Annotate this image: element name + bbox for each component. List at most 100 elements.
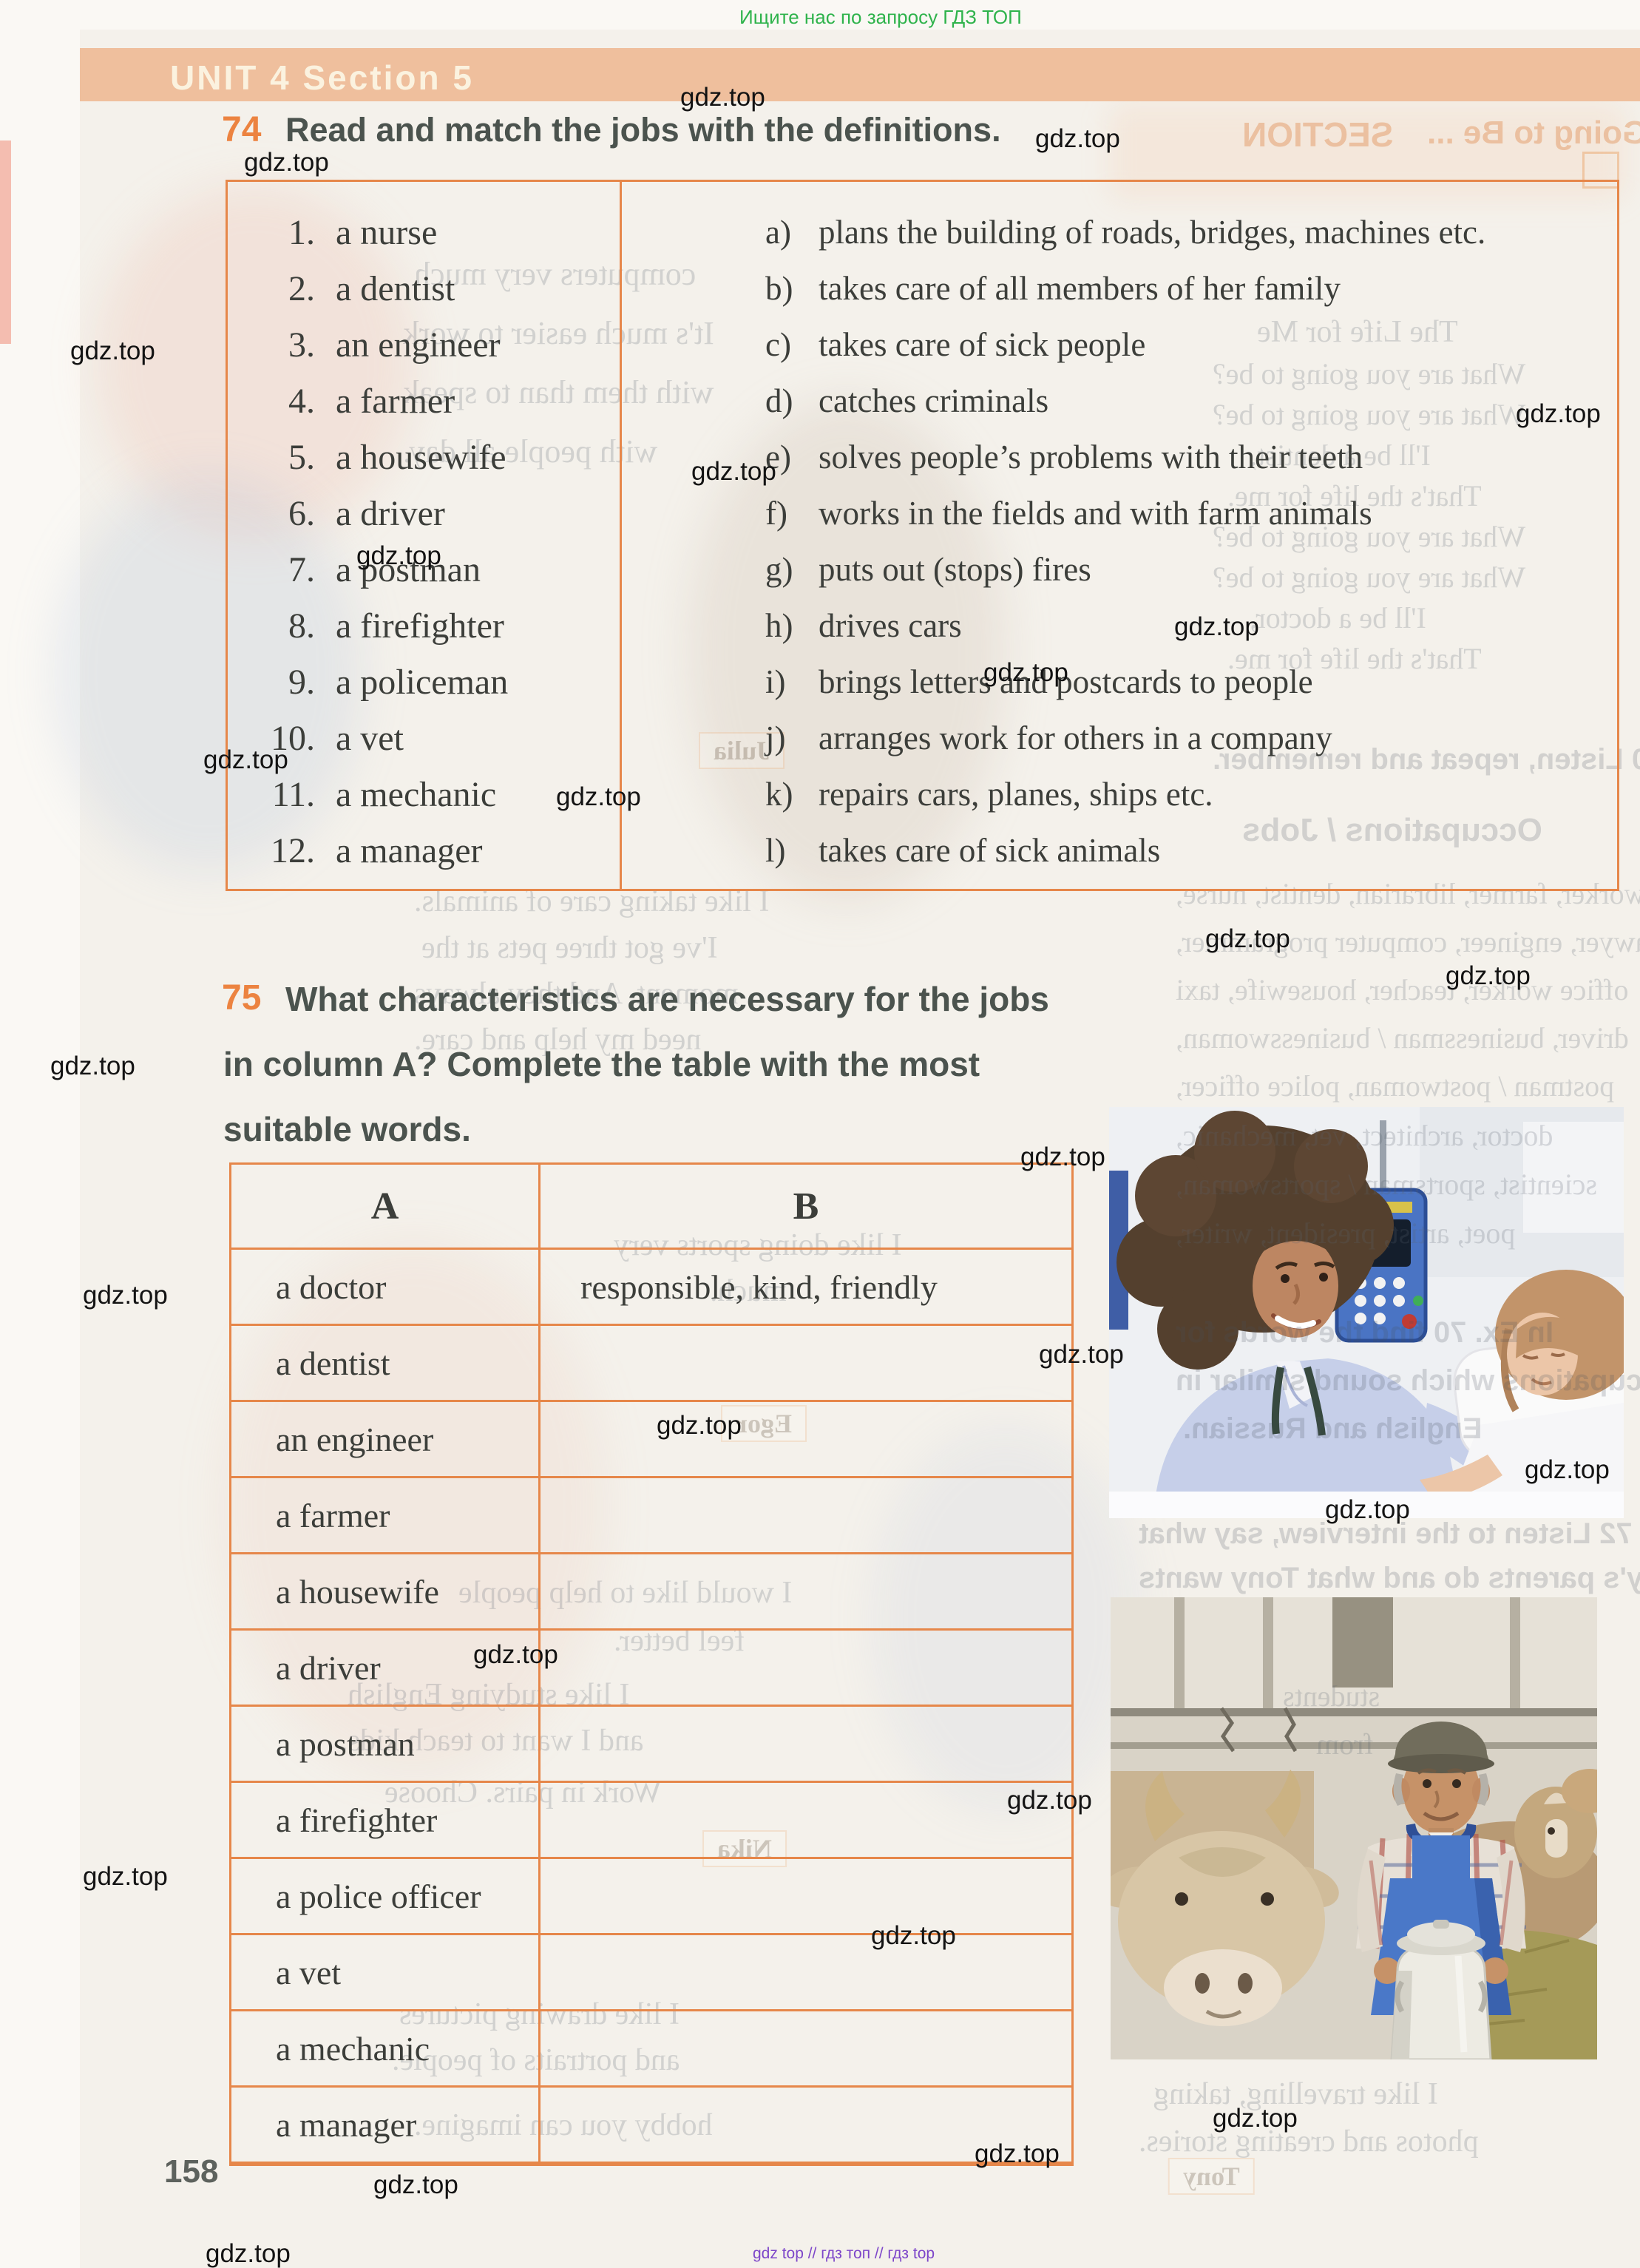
job-cell: a driver (231, 1631, 541, 1705)
job-label: a nurse (336, 212, 438, 252)
definition-text: puts out (stops) fires (819, 551, 1091, 588)
gdz-watermark: gdz.top (373, 2170, 458, 2199)
job-item: 12. a manager (228, 822, 620, 879)
exercise-74-title: Read and match the jobs with the definit… (285, 111, 1001, 149)
job-number: 12. (271, 830, 315, 870)
page-number: 158 (164, 2153, 219, 2190)
bleedthrough-section-box (1582, 152, 1619, 189)
scan-wash (222, 1242, 606, 1775)
gdz-watermark: gdz.top (83, 1281, 168, 1310)
job-cell: a firefighter (231, 1783, 541, 1857)
characteristics-table: A B a doctor responsible, kind, friendly… (229, 1162, 1074, 2166)
job-item: 10. a vet (228, 710, 620, 766)
gdz-watermark: gdz.top (1174, 612, 1259, 641)
definition-text: takes care of sick people (819, 326, 1146, 363)
definition-item: a) plans the building of roads, bridges,… (622, 204, 1617, 260)
definition-item: j) arranges work for others in a company (622, 710, 1617, 766)
job-number: 1. (288, 212, 315, 252)
characteristics-cell (541, 1478, 1071, 1552)
exercise-75-title-line: suitable words. (223, 1110, 471, 1148)
job-number: 8. (288, 606, 315, 646)
doctor-with-patient-photo (1109, 1107, 1624, 1518)
job-label: a policeman (336, 662, 509, 702)
bleedthrough-text: photos and creating stories. (1139, 2125, 1479, 2159)
job-item: 8. a firefighter (228, 598, 620, 654)
job-cell: a farmer (231, 1478, 541, 1552)
gdz-watermark: gdz.top (871, 1921, 956, 1950)
footer-watermark: gdz top // гдз топ // гдз top (753, 2245, 935, 2262)
gdz-watermark: gdz.top (1446, 961, 1531, 990)
definition-text: takes care of sick animals (819, 832, 1161, 869)
job-cell: a doctor (231, 1250, 541, 1324)
job-label: an engineer (336, 325, 501, 365)
definition-text: plans the building of roads, bridges, ma… (819, 214, 1486, 251)
farmer-with-cows-photo (1111, 1597, 1597, 2059)
gdz-watermark: gdz.top (1020, 1143, 1105, 1171)
scan-wash (52, 473, 362, 873)
gdz-watermark: gdz.top (975, 2139, 1060, 2168)
table-row: a dentist (231, 1326, 1071, 1402)
job-label: a driver (336, 493, 445, 533)
characteristics-cell (541, 1402, 1071, 1476)
job-number: 6. (288, 493, 315, 533)
job-number: 10. (271, 718, 315, 758)
job-cell: a mechanic (231, 2011, 541, 2085)
gdz-watermark: gdz.top (1007, 1786, 1092, 1815)
definition-item: d) catches criminals (622, 373, 1617, 429)
exercise-75-title-line: What characteristics are necessary for t… (285, 980, 1049, 1018)
table-row: a housewife (231, 1554, 1071, 1631)
characteristics-cell (541, 2011, 1071, 2085)
definition-item: g) puts out (stops) fires (622, 541, 1617, 598)
job-number: 2. (288, 268, 315, 308)
gdz-watermark: gdz.top (691, 457, 776, 486)
gdz-watermark: gdz.top (203, 745, 288, 774)
exercise-75-title-line: in column A? Complete the table with the… (223, 1045, 980, 1083)
job-item: 1. a nurse (228, 204, 620, 260)
scan-wash (688, 399, 1006, 902)
characteristics-cell (541, 1554, 1071, 1628)
unit-section-title: UNIT 4 Section 5 (170, 58, 474, 97)
job-number: 5. (288, 437, 315, 477)
definition-letter: g) (765, 551, 793, 588)
job-number: 11. (271, 774, 315, 814)
definition-text: brings letters and postcards to people (819, 663, 1313, 700)
job-label: a postman (336, 549, 481, 589)
table-row: a postman (231, 1707, 1071, 1783)
job-item: 6. a driver (228, 485, 620, 541)
bleedthrough-heading: In Ex. 70 find the words for (1176, 1316, 1554, 1349)
definition-letter: j) (765, 720, 786, 756)
gdz-watermark: gdz.top (1039, 1340, 1124, 1369)
job-number: 4. (288, 381, 315, 421)
gdz-watermark: gdz.top (1205, 924, 1290, 953)
definitions-column: a) plans the building of roads, bridges,… (622, 182, 1617, 889)
exercise-75-number: 75 (222, 978, 262, 1018)
job-cell: a housewife (231, 1554, 541, 1628)
bleedthrough-heading: English and Russian. (1183, 1412, 1483, 1445)
job-number: 3. (288, 325, 315, 365)
bleedthrough-text: from (1316, 1727, 1374, 1761)
gdz-watermark: gdz.top (1035, 124, 1120, 153)
definition-item: f) works in the fields and with farm ani… (622, 485, 1617, 541)
gdz-watermark: gdz.top (356, 541, 441, 570)
characteristics-cell (541, 1783, 1071, 1857)
column-a-header: A (231, 1165, 541, 1248)
job-item: 3. an engineer (228, 316, 620, 373)
bleedthrough-heading: occupations which sound similar in (1176, 1364, 1640, 1397)
bleedthrough-text: office worker, teacher, housewife, taxi (1176, 973, 1629, 1006)
bleedthrough-heading: Tony's parents do and what Tony wants (1139, 1562, 1640, 1594)
definition-letter: e) (765, 439, 791, 475)
definition-text: works in the fields and with farm animal… (819, 495, 1372, 532)
scan-wash (96, 185, 414, 540)
bleedthrough-text: doctor, architect, vet, mechanic, (1176, 1119, 1553, 1152)
definition-text: arranges work for others in a company (819, 720, 1332, 756)
bleedthrough-name-label: Tony (1168, 2158, 1255, 2195)
job-label: a mechanic (336, 774, 497, 814)
gdz-watermark: gdz.top (983, 658, 1068, 687)
definition-letter: d) (765, 382, 793, 419)
gdz-watermark: gdz.top (680, 83, 765, 112)
gdz-watermark: gdz.top (1525, 1455, 1610, 1484)
definition-item: i) brings letters and postcards to peopl… (622, 654, 1617, 710)
gdz-watermark: gdz.top (473, 1640, 558, 1669)
job-number: 9. (288, 662, 315, 702)
definition-text: solves people’s problems with their teet… (819, 439, 1363, 475)
